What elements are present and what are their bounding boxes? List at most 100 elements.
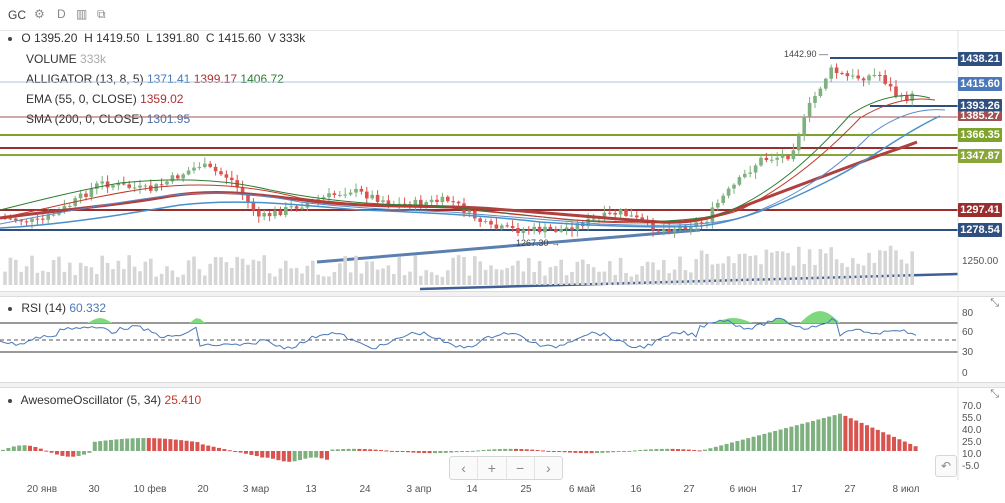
ao-bar [184, 440, 189, 451]
candle-body [348, 192, 353, 195]
candle-body [203, 163, 207, 168]
ao-bar [395, 451, 400, 452]
sma-legend[interactable]: SMA (200, 0, CLOSE) 1301.95 [26, 112, 190, 126]
scroll-left-button[interactable]: ‹ [450, 457, 479, 479]
volume-bar [554, 266, 558, 285]
volume-bar [300, 273, 304, 285]
ao-bar [233, 451, 238, 452]
volume-bar [537, 260, 542, 285]
ao-bar [449, 451, 454, 453]
ema-legend[interactable]: EMA (55, 0, CLOSE) 1359.02 [26, 92, 183, 106]
fullscreen-icon[interactable]: ⧉ [97, 7, 106, 21]
candle-body [230, 177, 234, 181]
candle-body [888, 83, 893, 87]
pane-separator-rsi[interactable] [0, 291, 1005, 297]
candle-body [41, 218, 45, 220]
price-tag-1393: 1393.26 [958, 99, 1002, 113]
candle-body [899, 95, 904, 97]
candle-body [365, 191, 369, 199]
ao-bar [821, 418, 826, 451]
ao-bar [136, 438, 140, 451]
zoom-out-button[interactable]: − [507, 457, 535, 479]
bar-chart-icon[interactable]: ▥ [76, 7, 88, 21]
candle-body [311, 199, 315, 203]
volume-bar [786, 252, 790, 285]
volume-bar [586, 264, 590, 285]
volume-bar [435, 274, 439, 285]
ema-line[interactable] [0, 115, 941, 229]
candle-body [327, 193, 331, 198]
ao-bar [33, 446, 38, 451]
volume-bar [192, 256, 196, 285]
ao-bar [422, 451, 427, 454]
candlesticks[interactable] [3, 63, 914, 239]
ao-bar [308, 451, 313, 458]
volume-bar [910, 251, 914, 285]
date-label: 27 [683, 484, 695, 495]
date-label: 3 мар [242, 484, 270, 495]
volume-bar [73, 275, 77, 285]
ao-bar [719, 445, 724, 451]
candle-body [618, 209, 623, 215]
zoom-in-button[interactable]: + [478, 457, 507, 479]
candle-body [786, 155, 790, 160]
ao-bar [643, 449, 648, 451]
volume-bar [759, 264, 763, 285]
date-label: 20 [197, 484, 209, 495]
low-annotation: 1267.30 → [516, 238, 560, 248]
ao-bar [200, 444, 205, 451]
collapse-icon[interactable]: ⤡ [990, 388, 999, 400]
ao-bar [17, 445, 22, 451]
sma-line[interactable] [0, 140, 918, 224]
symbol-label[interactable]: GC [8, 8, 26, 22]
ao-bar [600, 451, 605, 453]
volume-bar [111, 269, 115, 285]
rsi-line[interactable] [0, 317, 917, 350]
ao-bar [298, 451, 302, 461]
ao-bar [892, 436, 896, 451]
candle-body [780, 155, 785, 158]
ao-bar [649, 449, 653, 451]
volume-bar [181, 274, 185, 285]
candle-body [213, 166, 218, 172]
ao-bar [303, 451, 308, 459]
ao-bar [773, 430, 778, 451]
candle-body [100, 181, 104, 184]
trend-line-upper[interactable] [316, 228, 701, 264]
ao-bar [811, 420, 815, 451]
rsi-legend[interactable]: RSI (14) 60.332 [8, 301, 106, 315]
candle-body [419, 199, 423, 206]
volume-bar [824, 253, 828, 285]
scroll-right-button[interactable]: › [546, 460, 551, 476]
gear-icon[interactable]: ⚙ [34, 7, 45, 21]
volume-bar [262, 255, 266, 285]
ao-legend[interactable]: AwesomeOscillator (5, 34) 25.410 [8, 393, 201, 407]
volume-bar [564, 275, 569, 285]
ao-bar [886, 434, 891, 451]
alligator-teeth-value: 1399.17 [193, 72, 238, 86]
candle-body [170, 175, 175, 182]
candle-body [694, 222, 698, 228]
close-value: 1415.60 [217, 31, 262, 45]
volume-bar [116, 260, 121, 285]
candle-body [640, 217, 644, 221]
reset-icon[interactable]: ↶ [935, 455, 957, 477]
volume-bar [413, 255, 418, 285]
interval-selector[interactable]: D [57, 7, 66, 21]
ao-bar [28, 445, 32, 451]
volume-legend[interactable]: VOLUME 333k [26, 52, 106, 66]
collapse-icon[interactable]: ⤡ [990, 297, 999, 309]
candle-body [165, 181, 169, 185]
ao-histogram[interactable] [1, 413, 918, 462]
candle-body [473, 209, 477, 219]
ao-bar [622, 451, 626, 452]
pane-separator-ao[interactable] [0, 382, 1005, 388]
candle-body [775, 157, 779, 160]
trend-line-lower[interactable] [419, 272, 959, 291]
ao-bar [519, 449, 524, 451]
ao-bar [913, 446, 918, 451]
ao-bar [379, 450, 383, 452]
ao-bar [346, 448, 351, 451]
alligator-legend[interactable]: ALLIGATOR (13, 8, 5) 1371.41 1399.17 140… [26, 72, 284, 86]
alligator-jaw-line[interactable] [0, 109, 946, 226]
